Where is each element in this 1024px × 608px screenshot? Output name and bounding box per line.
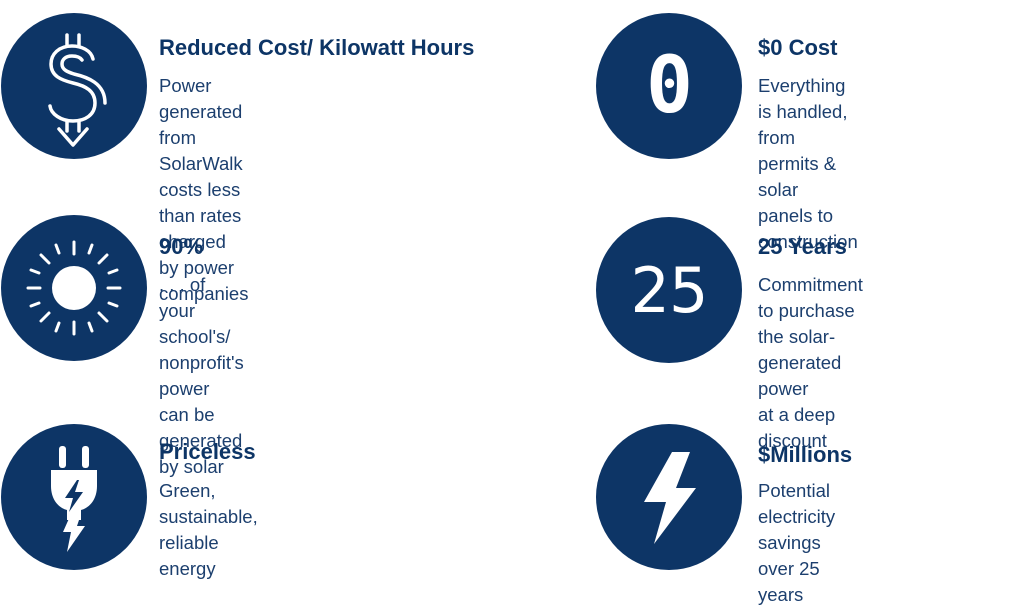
dollar-down-arrow-icon bbox=[1, 13, 147, 159]
feature-description: Commitment to purchase the solar-generat… bbox=[758, 274, 863, 451]
twenty-five-icon: 25 bbox=[596, 217, 742, 363]
feature-description: Power generated from SolarWalk costs les… bbox=[159, 75, 249, 304]
sun-icon bbox=[1, 215, 147, 361]
zero-icon: 0 bbox=[596, 13, 742, 159]
feature-description: Potential electricity savings over 25 ye… bbox=[758, 480, 836, 605]
feature-title: Reduced Cost/ Kilowatt Hours bbox=[159, 35, 475, 60]
feature-title: Priceless bbox=[159, 439, 256, 464]
feature-description: . . . of your school's/ nonprofit's powe… bbox=[159, 274, 244, 477]
feature-description: Everything is handled, from permits & so… bbox=[758, 75, 858, 252]
feature-description: Green, sustainable, reliable energy bbox=[159, 480, 258, 579]
lightning-bolt-icon bbox=[596, 424, 742, 570]
feature-title: $Millions bbox=[758, 442, 853, 467]
feature-title: 90% bbox=[159, 234, 204, 259]
twenty-five-numeral: 25 bbox=[630, 253, 709, 327]
plug-bolt-icon bbox=[1, 424, 147, 570]
zero-numeral: 0 bbox=[646, 41, 693, 131]
feature-title: 25 Years bbox=[758, 234, 847, 259]
feature-title: $0 Cost bbox=[758, 35, 838, 60]
